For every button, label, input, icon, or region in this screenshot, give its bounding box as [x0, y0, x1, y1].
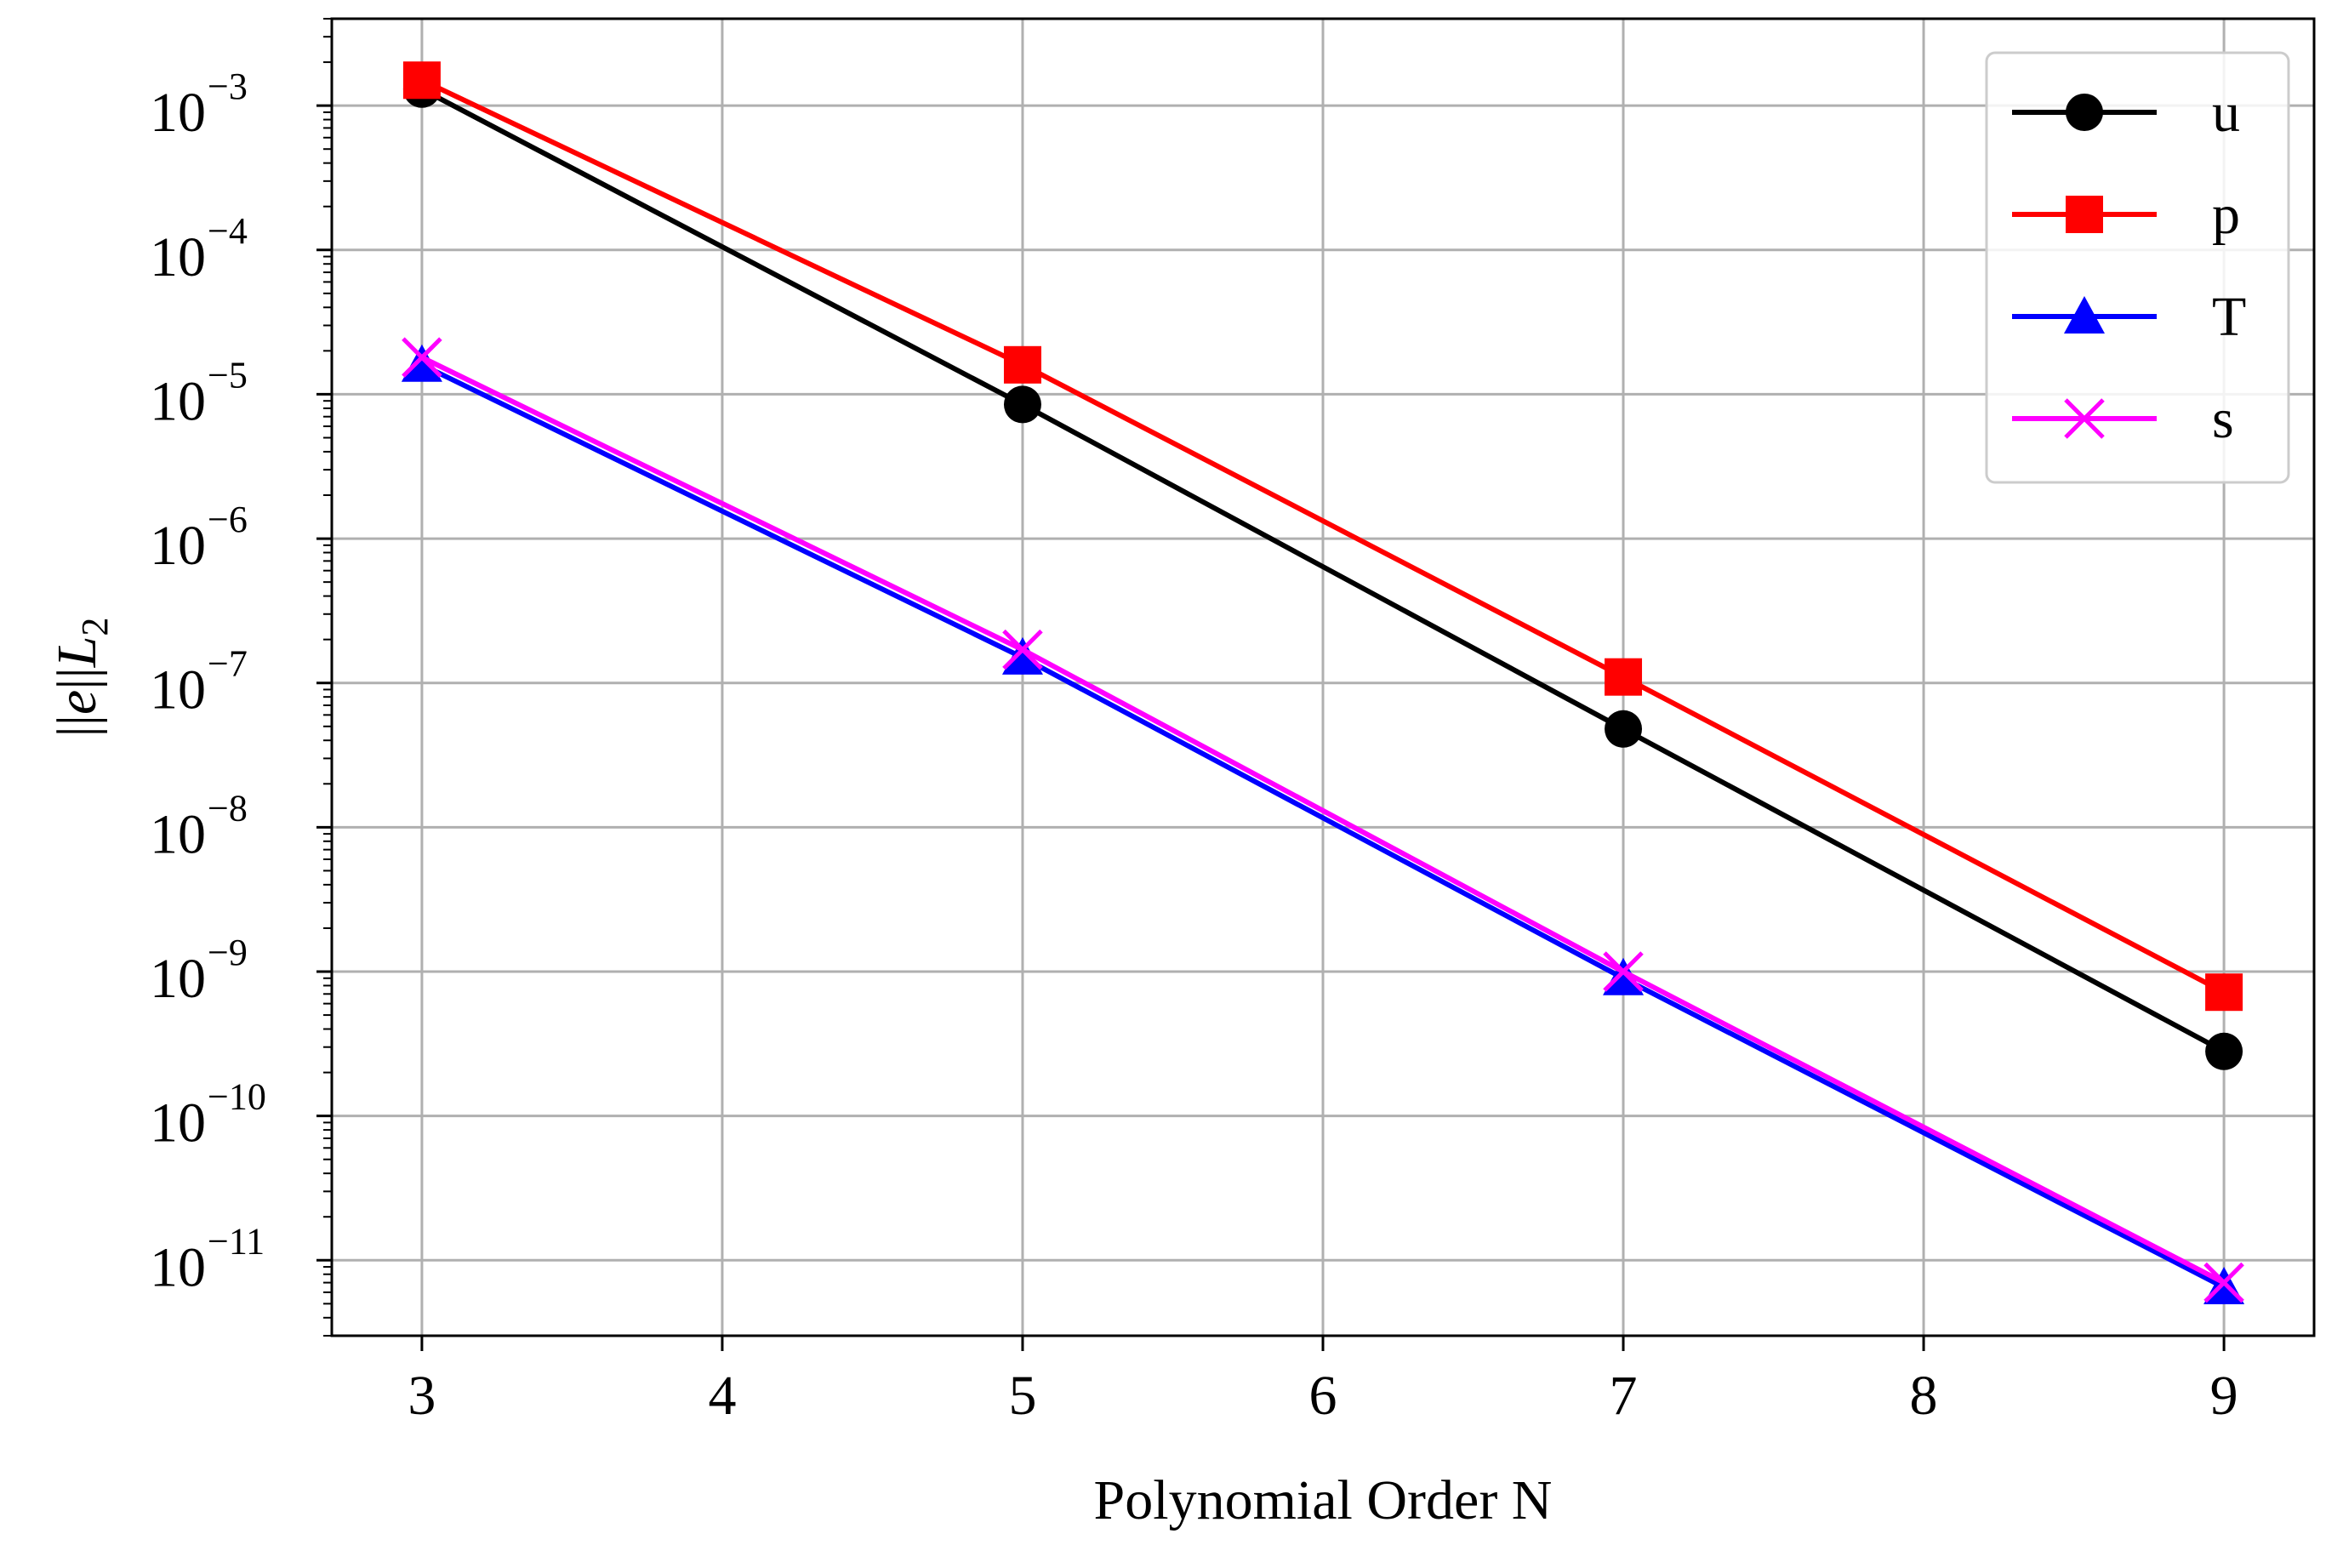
data-point-u [1605, 710, 1643, 748]
y-tick-base: 10 [150, 659, 206, 721]
series-s [402, 337, 2244, 1303]
y-axis-label: ||e||L2 [46, 618, 116, 738]
y-tick-base: 10 [150, 515, 206, 577]
y-tick-label: 10 −6 [150, 499, 248, 577]
data-point-u [1003, 385, 1041, 424]
y-tick-exponent: −10 [208, 1076, 266, 1118]
y-tick-base: 10 [150, 1236, 206, 1298]
data-point-p [1003, 345, 1041, 384]
data-point-s [1603, 951, 1644, 992]
y-tick-exponent: −3 [208, 66, 248, 107]
x-marker-stroke [402, 337, 442, 378]
series-line-s [420, 355, 2226, 1286]
data-point-T [401, 344, 442, 382]
grid [332, 19, 2314, 1336]
y-tick-base: 10 [150, 948, 206, 1010]
legend-box [1985, 51, 2290, 484]
x-axis-label: Polynomial Order N [1094, 1469, 1553, 1531]
legend-label: s [2212, 388, 2234, 450]
data-point-p [1605, 658, 1643, 696]
x-tick-label: 9 [2210, 1365, 2238, 1427]
series-line-u [420, 87, 2226, 1054]
data-point-s [1002, 629, 1043, 670]
y-tick-base: 10 [150, 803, 206, 865]
series-line-T [420, 362, 2226, 1290]
y-tick-label: 10 −4 [150, 210, 248, 288]
y-tick-label: 10 −11 [150, 1220, 265, 1298]
x-tick-label: 7 [1610, 1365, 1638, 1427]
legend-marker [2066, 94, 2103, 131]
data-point-u [2205, 1032, 2243, 1070]
data-point-p [402, 61, 441, 100]
y-tick-label: 10 −10 [150, 1076, 266, 1155]
data-point-s [402, 337, 442, 378]
y-tick-label: 10 −8 [150, 787, 248, 865]
data-point-T [1001, 636, 1043, 675]
legend-entry-s: s [2012, 388, 2234, 450]
series-line-p [420, 77, 2226, 995]
y-tick-exponent: −5 [208, 354, 248, 396]
x-marker-stroke [2064, 398, 2105, 439]
y-tick-base: 10 [150, 226, 206, 288]
legend-label: u [2212, 82, 2240, 144]
y-tick-exponent: −4 [208, 210, 248, 252]
x-tick-label: 8 [1910, 1365, 1938, 1427]
x-tick-label: 6 [1309, 1365, 1337, 1427]
data-point-T [1603, 957, 1645, 995]
x-tick-label: 3 [408, 1365, 436, 1427]
axis-ticks: 3 4 5 6 7 8 910−310−410−510−610−710−810−910−10… [150, 18, 2238, 1427]
legend-entry-u: u [2012, 82, 2240, 144]
series-lines [401, 61, 2245, 1305]
x-tick-label: 4 [708, 1365, 736, 1427]
y-tick-label: 10 −7 [150, 643, 248, 721]
legend-marker [2064, 398, 2105, 439]
y-tick-exponent: −7 [208, 643, 248, 685]
x-tick-label: 5 [1008, 1365, 1036, 1427]
legend-entry-p: p [2012, 184, 2240, 246]
legend-entry-T: T [2012, 286, 2246, 348]
legend-label: p [2212, 184, 2240, 246]
y-tick-exponent: −11 [208, 1220, 265, 1262]
x-marker-stroke [2203, 1262, 2244, 1303]
y-tick-label: 10 −3 [150, 66, 248, 144]
y-tick-base: 10 [150, 82, 206, 144]
series-p [402, 61, 2243, 1012]
y-tick-label: 10 −9 [150, 932, 248, 1010]
legend-label: T [2212, 286, 2246, 348]
y-tick-exponent: −8 [208, 787, 248, 829]
x-marker-stroke [1603, 951, 1644, 992]
legend-marker [2066, 196, 2103, 233]
y-tick-label: 10 −5 [150, 354, 248, 432]
legend-marker [2064, 296, 2105, 334]
y-tick-base: 10 [150, 1092, 206, 1155]
y-tick-base: 10 [150, 370, 206, 432]
data-point-p [2205, 973, 2243, 1012]
x-marker-stroke [1002, 629, 1043, 670]
y-tick-exponent: −6 [208, 499, 248, 540]
y-tick-exponent: −9 [208, 932, 248, 973]
data-point-s [2203, 1262, 2244, 1303]
